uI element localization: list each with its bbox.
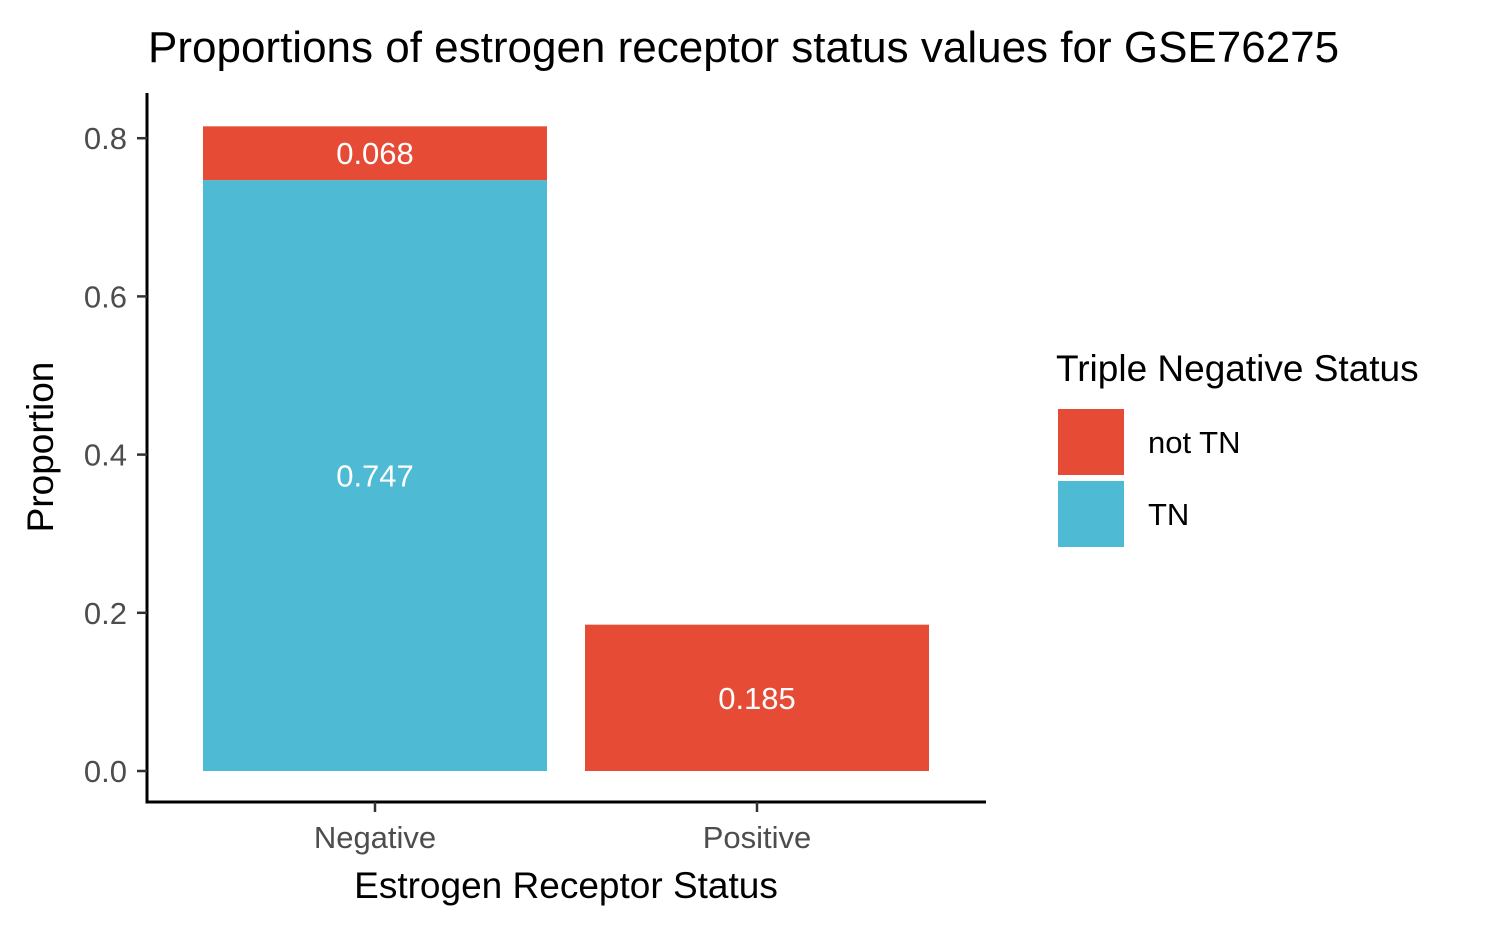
y-tick-label: 0.8 <box>84 121 127 156</box>
legend-entries: not TN TN <box>1056 407 1240 549</box>
x-axis-title: Estrogen Receptor Status <box>354 865 778 906</box>
bar-negative-not-tn <box>203 126 547 181</box>
legend-swatch-not-tn <box>1056 407 1126 477</box>
bar-negative-tn <box>203 180 547 772</box>
y-ticks-group: 0.0 0.2 0.4 0.6 0.8 <box>84 121 147 789</box>
legend: Triple Negative Status not TN TN <box>1056 348 1419 549</box>
x-ticks-group: Negative Positive <box>314 802 811 855</box>
y-tick-label: 0.6 <box>84 279 127 314</box>
y-tick-label: 0.2 <box>84 596 127 631</box>
legend-swatch-tn <box>1056 479 1126 549</box>
x-tick-label: Positive <box>703 820 812 855</box>
bar-value-label: 0.185 <box>718 681 796 716</box>
y-axis-title: Proportion <box>20 362 61 533</box>
y-tick-label: 0.0 <box>84 754 127 789</box>
bar-value-label: 0.747 <box>336 459 414 494</box>
legend-label: TN <box>1148 497 1189 532</box>
x-tick-label: Negative <box>314 820 436 855</box>
bar-value-label: 0.068 <box>336 136 414 171</box>
bar-positive-not-tn <box>585 624 929 771</box>
bar-labels-group: 0.747 0.068 0.185 <box>336 136 796 716</box>
legend-label: not TN <box>1148 425 1240 460</box>
legend-title: Triple Negative Status <box>1056 348 1419 389</box>
chart-title: Proportions of estrogen receptor status … <box>148 23 1339 72</box>
bars-group <box>203 126 929 772</box>
y-tick-label: 0.4 <box>84 438 127 473</box>
